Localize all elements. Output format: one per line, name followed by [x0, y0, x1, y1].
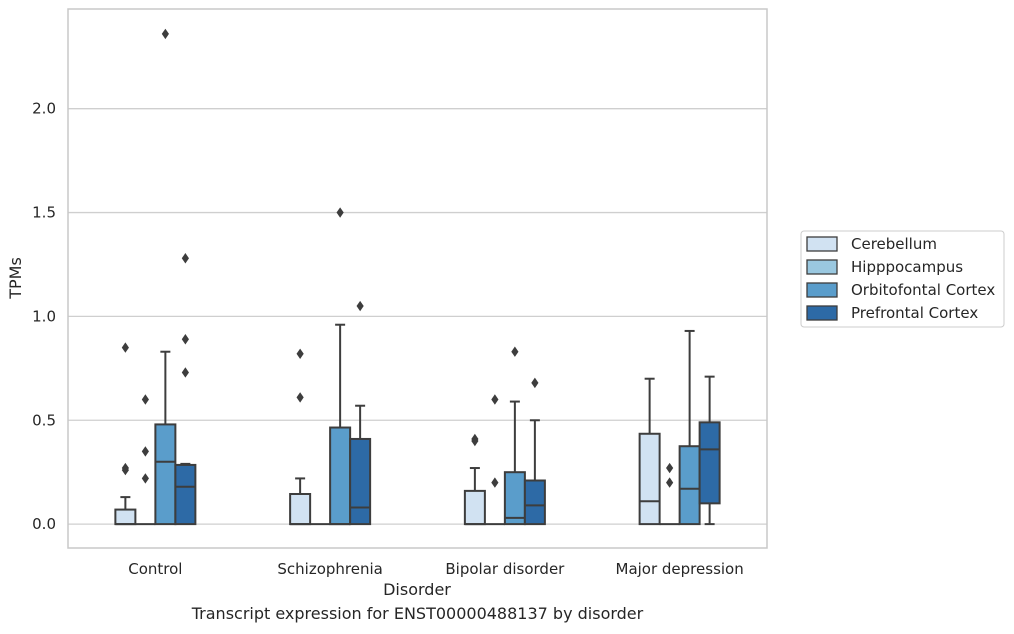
box-prefrontal-cortex-0	[174, 253, 197, 526]
outlier-point	[491, 394, 499, 405]
y-tick-label: 2.0	[32, 100, 56, 118]
outlier-point	[531, 377, 539, 389]
box-iqr	[698, 421, 721, 505]
box-iqr	[678, 445, 701, 526]
x-tick-label: Bipolar disorder	[445, 560, 565, 578]
outlier-point	[511, 346, 519, 357]
box-cerebellum-1	[289, 348, 312, 526]
outlier-point	[296, 348, 304, 359]
legend-swatch	[806, 305, 838, 321]
outlier-point	[141, 473, 149, 484]
y-axis-ticks: 0.0 0.5 1.0 1.5 2.0	[32, 100, 56, 533]
chart-caption: Transcript expression for ENST0000048813…	[191, 604, 644, 623]
y-tick-label: 0.0	[32, 515, 56, 533]
legend-label: Prefrontal Cortex	[851, 304, 978, 322]
y-tick-label: 1.0	[32, 307, 56, 325]
box-iqr	[503, 471, 526, 526]
x-tick-label: Major depression	[616, 560, 744, 578]
legend-swatch	[806, 282, 838, 298]
box-orbitofontal-cortex-0	[154, 28, 177, 526]
box-orbitofontal-cortex-3	[678, 329, 701, 526]
outlier-point	[666, 477, 674, 488]
box-iqr	[523, 479, 546, 526]
outlier-point	[181, 334, 189, 345]
plot-area-frame	[67, 8, 768, 549]
box-cerebellum-0	[114, 342, 137, 526]
outlier-point	[121, 342, 129, 353]
legend-items: Cerebellum Hipppocampus Orbitofontal Corte…	[806, 235, 995, 322]
y-tick-label: 1.5	[32, 204, 56, 222]
outlier-point	[141, 394, 149, 405]
legend: Cerebellum Hipppocampus Orbitofontal Corte…	[800, 230, 1005, 328]
x-tick-label: Schizophrenia	[277, 560, 382, 578]
outlier-point	[491, 477, 499, 488]
box-iqr	[463, 489, 486, 526]
outlier-point	[121, 464, 129, 476]
legend-label: Orbitofontal Cortex	[851, 281, 995, 299]
box-prefrontal-cortex-1	[349, 300, 372, 526]
box-iqr	[174, 463, 197, 526]
legend-label: Hipppocampus	[851, 258, 963, 276]
outlier-point	[161, 28, 169, 40]
outlier-point	[181, 367, 189, 378]
legend-swatch	[806, 259, 838, 275]
outlier-point	[141, 446, 149, 457]
box-iqr	[349, 437, 372, 526]
y-tick-label: 0.5	[32, 411, 56, 429]
legend-swatch	[806, 236, 838, 252]
box-orbitofontal-cortex-2	[503, 346, 526, 526]
box-hipppocampus-2	[484, 394, 505, 526]
outlier-point	[296, 392, 304, 403]
legend-frame	[800, 230, 1005, 328]
box-hipppocampus-3	[659, 462, 680, 526]
box-hipppocampus-0	[135, 394, 156, 526]
y-axis-label: TPMs	[6, 257, 25, 300]
box-iqr	[154, 423, 177, 526]
box-iqr	[638, 432, 661, 526]
outlier-point	[471, 435, 479, 447]
x-axis-ticks: Control Schizophrenia Bipolar disorder Majo…	[128, 560, 743, 578]
box-iqr	[289, 492, 312, 526]
x-axis-label: Disorder	[383, 580, 451, 599]
outlier-point	[336, 207, 344, 218]
box-prefrontal-cortex-2	[523, 377, 546, 526]
box-iqr	[329, 426, 352, 526]
legend-label: Cerebellum	[851, 235, 937, 253]
boxes	[114, 28, 721, 526]
box-orbitofontal-cortex-1	[329, 207, 352, 526]
box-iqr	[114, 508, 137, 526]
box-cerebellum-3	[638, 377, 661, 526]
outlier-point	[666, 462, 674, 474]
box-cerebellum-2	[463, 433, 486, 526]
outlier-point	[181, 253, 189, 264]
box-prefrontal-cortex-3	[698, 375, 721, 526]
x-tick-label: Control	[128, 560, 182, 578]
outlier-point	[356, 300, 364, 312]
